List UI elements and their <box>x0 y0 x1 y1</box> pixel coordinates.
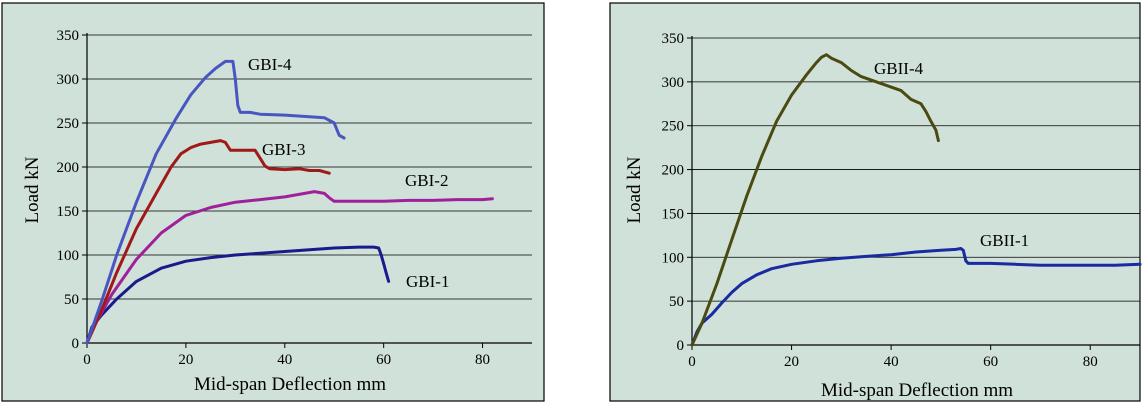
y-tick-label: 0 <box>677 338 685 354</box>
x-tick-label: 20 <box>178 352 193 368</box>
y-tick-label: 0 <box>72 336 80 352</box>
y-tick-label: 350 <box>57 28 80 44</box>
y-axis-title: Load kN <box>624 156 645 223</box>
chart-1: 0 50 100 150 200 250 300 350 0 20 40 60 80 Mid-span D… <box>1 2 545 402</box>
y-tick-label: 50 <box>669 294 684 310</box>
y-tick-label: 300 <box>662 75 685 91</box>
x-tick-label: 40 <box>884 354 899 370</box>
x-axis-title: Mid-span Deflection mm <box>194 374 386 395</box>
y-tick-label: 150 <box>662 206 685 222</box>
y-axis-title: Load kN <box>22 156 43 223</box>
x-tick-label: 80 <box>475 352 490 368</box>
y-tick-label: 50 <box>64 292 79 308</box>
y-tick-label: 100 <box>662 250 685 266</box>
series-label-gbi-2: GBI-2 <box>405 171 448 190</box>
y-tick-label: 300 <box>57 72 80 88</box>
series-line-gbi-1 <box>85 245 391 345</box>
chart-2: 0 50 100 150 200 250 300 350 0 20 40 60 80 Mid-span D… <box>609 2 1142 402</box>
y-tick-label: 250 <box>662 119 685 135</box>
x-tick-label: 80 <box>1083 354 1098 370</box>
series-line-gbi-3 <box>85 139 331 345</box>
series-label-gbi-4: GBI-4 <box>248 55 292 74</box>
series-line-gbii-1 <box>690 247 1142 347</box>
x-tick-label: 20 <box>784 354 799 370</box>
series-label-gbi-3: GBI-3 <box>262 140 305 159</box>
series-label-gbii-1: GBII-1 <box>980 231 1029 250</box>
x-tick-label: 0 <box>688 354 696 370</box>
y-tick-label: 150 <box>57 204 80 220</box>
y-tick-label: 100 <box>57 248 80 264</box>
series-label-gbi-1: GBI-1 <box>406 272 449 291</box>
series-line-gbi-4 <box>85 59 346 345</box>
series-line-gbii-4 <box>690 53 940 347</box>
series-label-gbii-4: GBII-4 <box>874 59 924 78</box>
x-axis-title: Mid-span Deflection mm <box>821 380 1013 401</box>
y-tick-label: 250 <box>57 116 80 132</box>
x-tick-label: 60 <box>983 354 998 370</box>
y-tick-label: 350 <box>662 31 685 47</box>
x-tick-label: 0 <box>83 352 91 368</box>
y-tick-label: 200 <box>57 160 80 176</box>
series-line-gbi-2 <box>85 190 494 345</box>
x-tick-label: 60 <box>376 352 391 368</box>
y-tick-label: 200 <box>662 163 685 179</box>
x-tick-label: 40 <box>277 352 292 368</box>
